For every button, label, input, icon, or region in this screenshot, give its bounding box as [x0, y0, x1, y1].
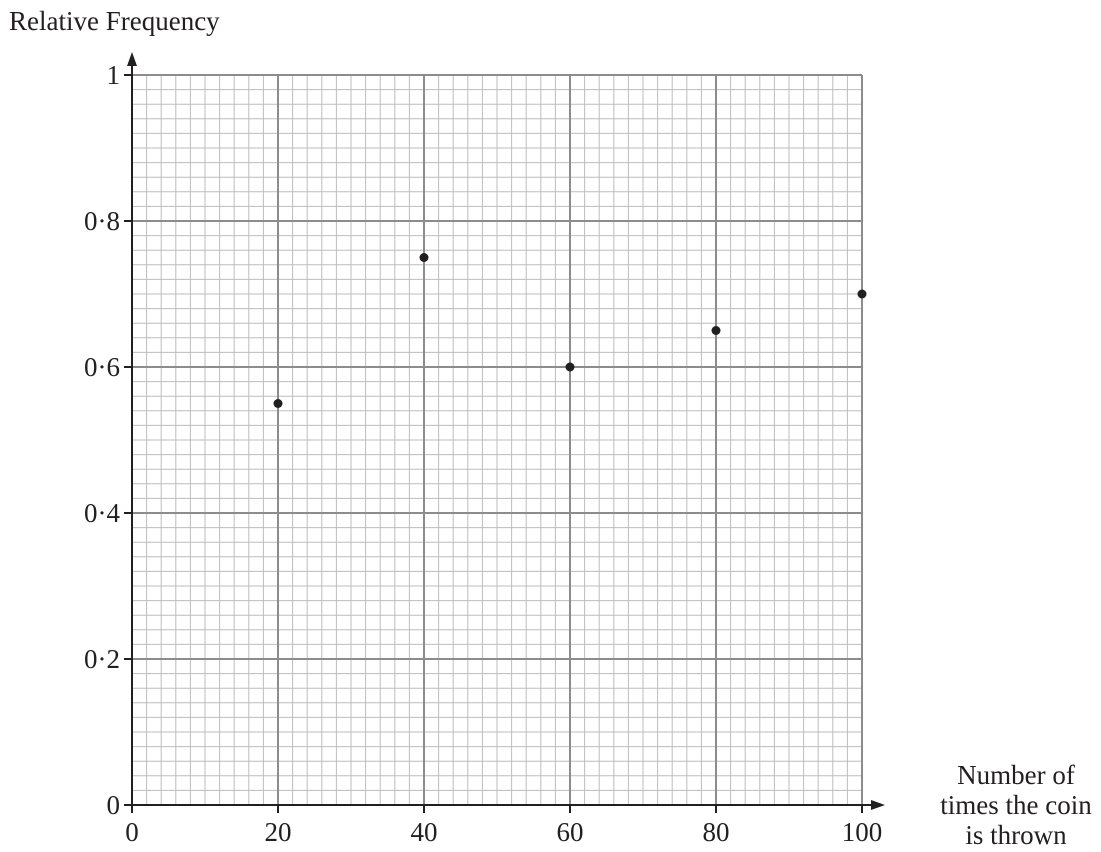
x-tick-label: 100: [842, 817, 883, 847]
x-tick-label: 40: [411, 817, 438, 847]
x-tick-label: 0: [125, 817, 139, 847]
data-points: [273, 253, 867, 408]
data-point: [857, 289, 867, 299]
minor-grid: [132, 75, 862, 805]
x-axis-arrowhead: [871, 800, 885, 810]
data-point: [419, 253, 429, 262]
x-axis-label-line-1: Number of: [957, 760, 1075, 790]
y-tick-label: 0·4: [84, 498, 120, 528]
x-tick-label: 20: [265, 817, 292, 847]
x-tick-label: 60: [557, 817, 584, 847]
y-axis-arrowhead: [127, 52, 137, 66]
x-axis-label-line-2: times the coin: [940, 790, 1092, 820]
axes: [127, 52, 885, 810]
tick-labels: 0 0·2 0·4 0·6 0·8 1 0 20 40 60 80 100: [84, 60, 882, 847]
x-tick-label: 80: [703, 817, 730, 847]
data-point: [565, 362, 575, 372]
y-tick-label: 0·6: [84, 352, 120, 382]
y-tick-label: 1: [107, 60, 121, 90]
tick-marks: [124, 74, 863, 813]
data-point: [711, 326, 721, 335]
y-tick-label: 0·8: [84, 206, 120, 236]
y-tick-label: 0·2: [84, 644, 120, 674]
y-axis-label: Relative Frequency: [9, 6, 220, 36]
x-axis-label-line-3: is thrown: [965, 820, 1067, 850]
y-tick-label: 0: [107, 790, 121, 820]
data-point: [273, 399, 283, 408]
